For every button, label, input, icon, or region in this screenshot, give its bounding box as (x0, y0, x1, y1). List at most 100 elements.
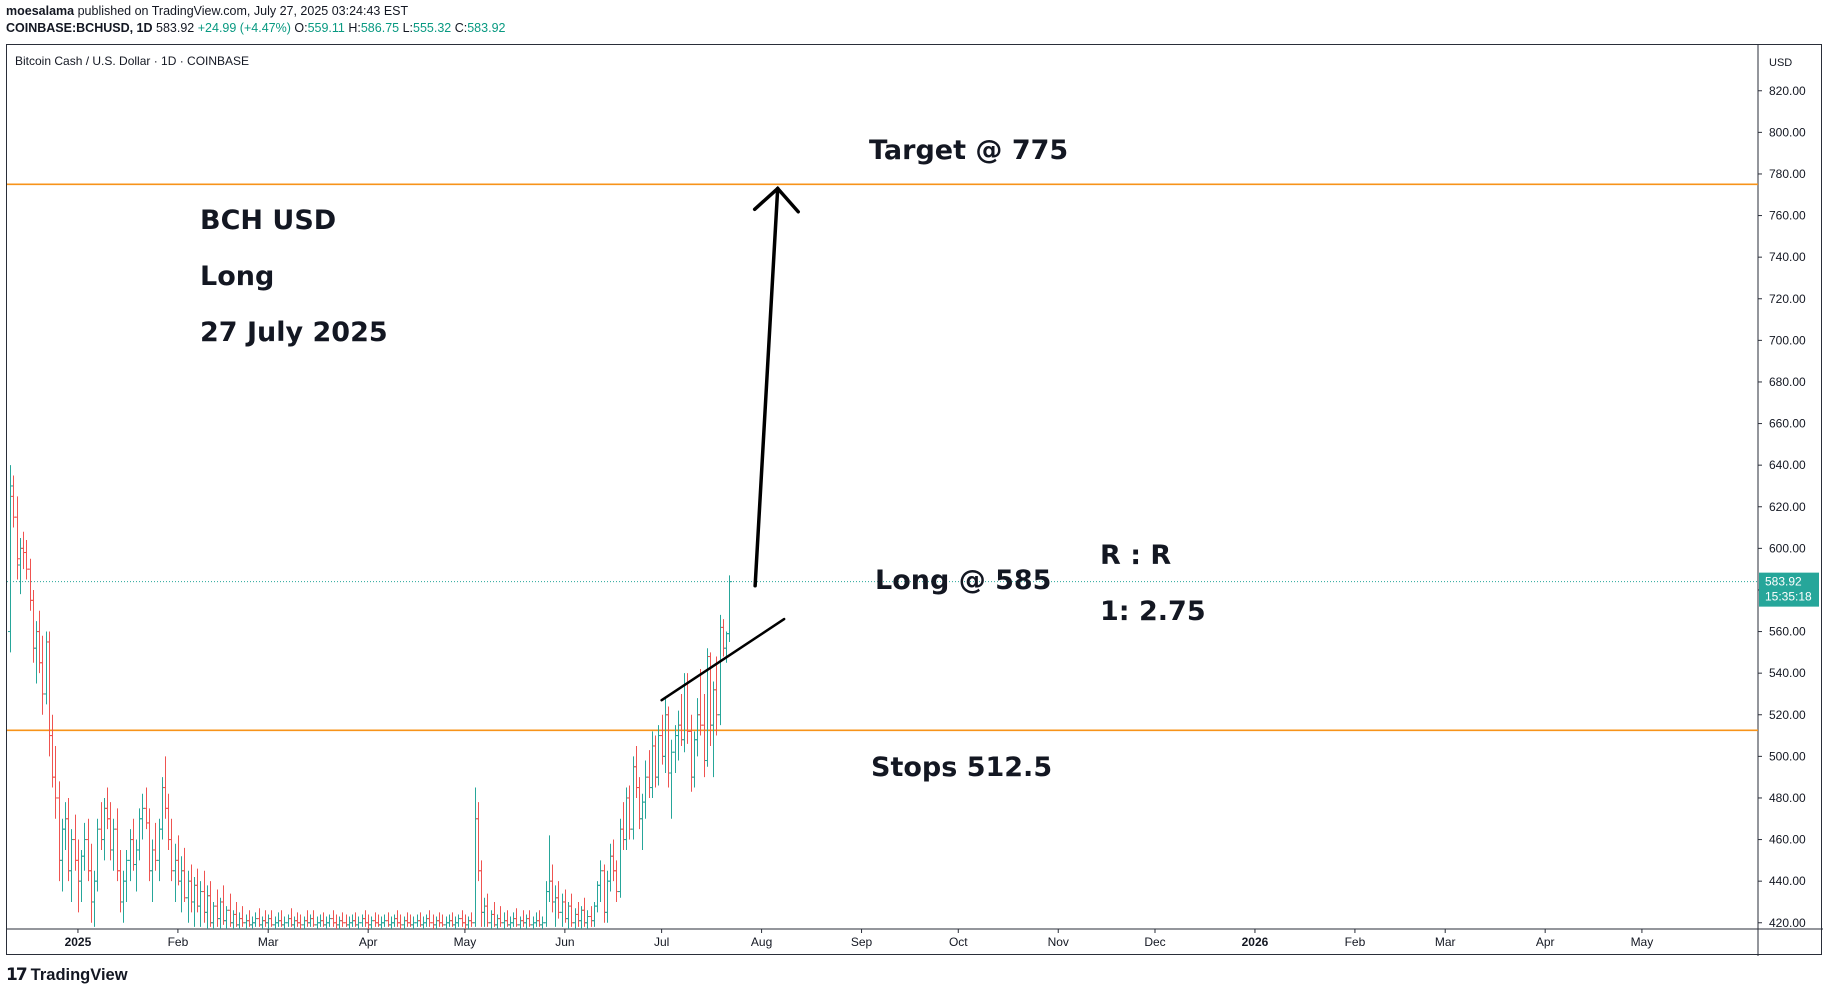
price-bar (166, 793, 171, 850)
y-tick-label: 600.00 (1769, 541, 1806, 555)
tradingview-logo-icon: 17 (6, 965, 28, 985)
x-tick-label: Apr (359, 935, 378, 949)
price-bar (550, 864, 555, 913)
price-bar (50, 714, 55, 788)
price-bar (624, 787, 629, 850)
price-bar (689, 714, 694, 792)
target-arrow-head (752, 186, 800, 214)
price-bar (47, 631, 52, 757)
price-bar (366, 914, 371, 929)
price-bar (244, 914, 249, 929)
drawings (660, 186, 800, 702)
annotation-pair: BCH USD (200, 205, 336, 236)
price-bar (202, 870, 207, 923)
high-label: H: (348, 21, 361, 35)
price-bar (369, 916, 374, 929)
price-bar (485, 893, 490, 927)
x-tick-label: Mar (258, 935, 279, 949)
price-bar (521, 910, 526, 927)
y-tick-label: 820.00 (1769, 84, 1806, 98)
price-bar (208, 881, 213, 927)
price-bar (111, 818, 116, 871)
price-bar (44, 631, 49, 705)
price-bar (53, 745, 58, 819)
price-bar (569, 893, 574, 927)
price-bar (298, 914, 303, 929)
price-bar (627, 785, 632, 840)
y-tick-label: 480.00 (1769, 791, 1806, 805)
y-tick-label: 800.00 (1769, 125, 1806, 139)
x-tick-label: Mar (1435, 935, 1456, 949)
price-bar (666, 706, 671, 788)
price-bar (656, 725, 661, 786)
tradingview-logo[interactable]: 17 TradingView (6, 964, 128, 986)
price-bar (653, 735, 658, 788)
y-tick-label: 460.00 (1769, 833, 1806, 847)
price-bar (99, 802, 104, 850)
price-bar (608, 843, 613, 892)
price-bar (469, 912, 474, 927)
price-bar (714, 656, 719, 736)
price-bar (631, 756, 636, 840)
x-tick-label: Feb (1345, 935, 1366, 949)
price-bar (327, 914, 332, 927)
price-bar (434, 916, 439, 929)
price-bar (479, 860, 484, 927)
x-tick-label: Oct (949, 935, 968, 949)
published-text: published on TradingView.com, July 27, 2… (77, 4, 409, 18)
price-bar (260, 916, 265, 929)
price-bar (402, 916, 407, 929)
price-bar (363, 910, 368, 927)
price-bar (669, 739, 674, 819)
price-bar (602, 864, 607, 923)
price-bar (134, 839, 139, 892)
price-bar (69, 829, 74, 902)
high-value: 586.75 (360, 21, 400, 35)
y-tick-label: 520.00 (1769, 708, 1806, 722)
y-tick-label: 720.00 (1769, 292, 1806, 306)
price-bar (163, 756, 168, 819)
y-tick-label: 660.00 (1769, 417, 1806, 431)
price-bar (40, 635, 45, 715)
time-axis[interactable]: 2025 Feb Mar Apr May Jun Jul Aug Sep Oct Nov Dec 202… (65, 929, 1654, 949)
price-tag-box (1759, 572, 1819, 607)
currency-label[interactable]: USD (1769, 57, 1792, 69)
price-bar (518, 916, 523, 929)
price-bar (663, 698, 668, 773)
price-bar (189, 864, 194, 913)
y-tick-label: 760.00 (1769, 209, 1806, 223)
price-bar (215, 889, 220, 927)
x-tick-label: 2025 (65, 935, 92, 949)
price-bar (237, 912, 242, 929)
price-bar (634, 745, 639, 798)
price-bar (556, 881, 561, 919)
price-bar (128, 829, 133, 882)
ohlc-line: COINBASE:BCHUSD, 1D 583.92 +24.99 (+4.47… (6, 20, 1806, 37)
price-bar (598, 860, 603, 902)
trend-line (660, 617, 786, 702)
target-arrow-shaft (753, 186, 780, 588)
price-bar (186, 870, 191, 923)
price-bar (124, 849, 129, 902)
chart-title: Bitcoin Cash / U.S. Dollar · 1D · COINBA… (15, 54, 249, 68)
price-bar (179, 856, 184, 913)
price-bar (514, 908, 519, 927)
price-bar (618, 818, 623, 898)
price-bar (405, 912, 410, 927)
price-bar (102, 797, 107, 861)
price-bar (589, 906, 594, 927)
y-tick-label: 640.00 (1769, 458, 1806, 472)
price-bar (150, 839, 155, 902)
price-bar (60, 818, 65, 892)
price-bar (173, 843, 178, 902)
price-bar (595, 881, 600, 913)
x-tick-label: Feb (168, 935, 189, 949)
x-tick-label: May (454, 935, 477, 949)
chart-canvas[interactable]: Bitcoin Cash / U.S. Dollar · 1D · COINBA… (7, 45, 1823, 956)
price-axis[interactable]: 420.00 440.00 460.00 480.00 500.00 520.00 540.… (1758, 84, 1806, 930)
price-bar (579, 906, 584, 929)
author-name[interactable]: moesalama (6, 4, 75, 18)
price-bar (240, 906, 245, 927)
price-bar (73, 814, 78, 871)
price-bar (360, 914, 365, 927)
